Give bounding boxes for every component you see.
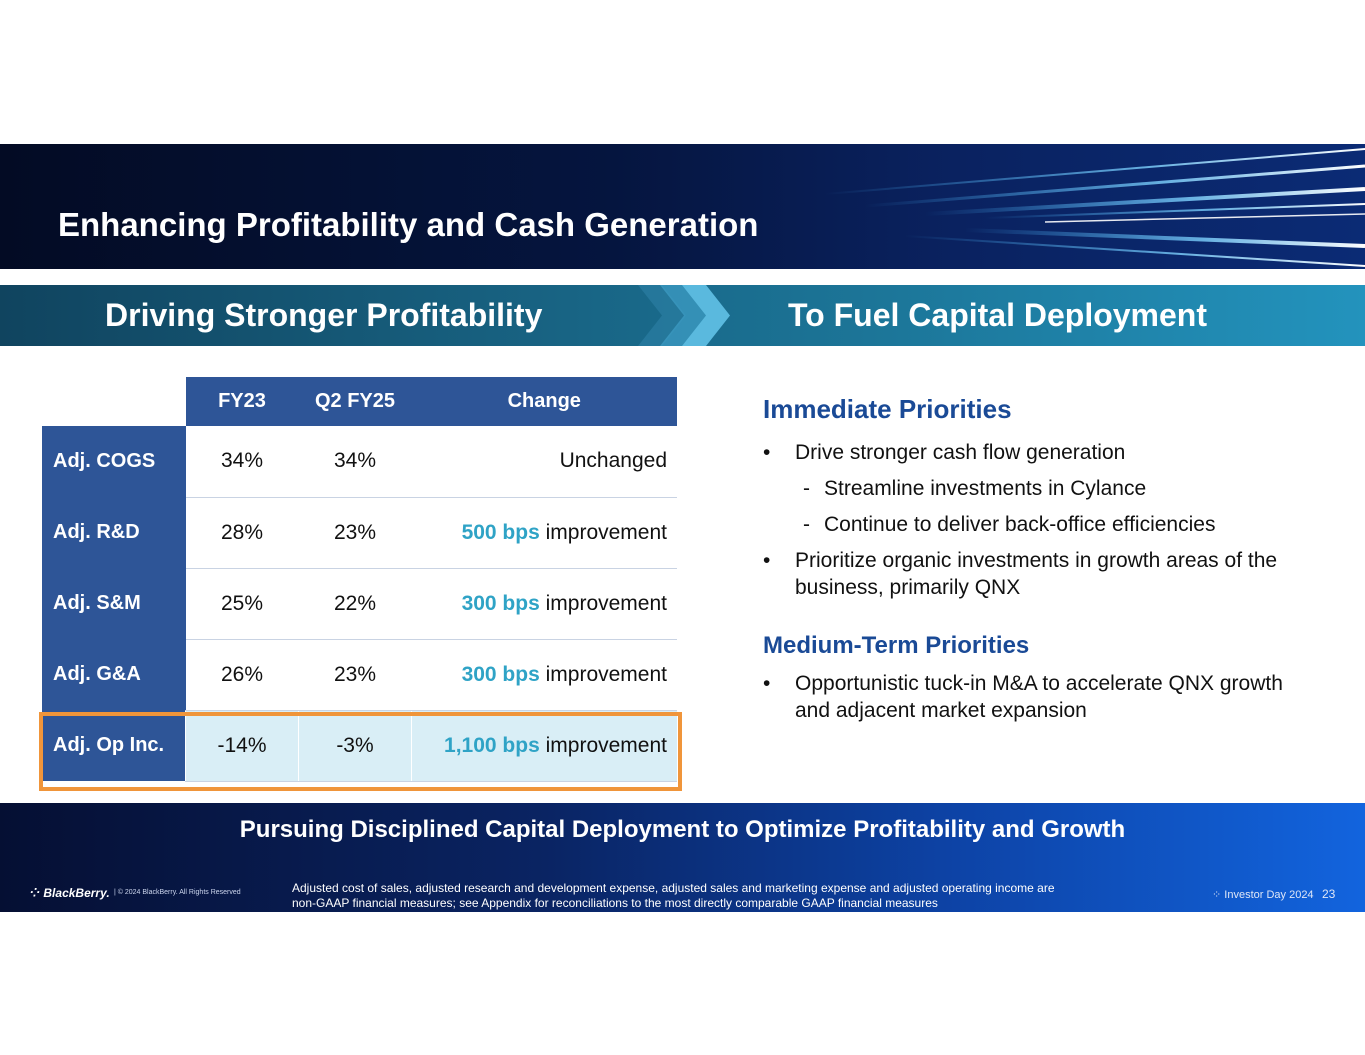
q2fy25-value: 22% [298, 568, 412, 640]
bottom-banner: Pursuing Disciplined Capital Deployment … [0, 803, 1365, 912]
table-row: Adj. R&D 28% 23% 500 bps improvement [42, 497, 677, 569]
fy23-value: 28% [185, 497, 299, 569]
q2fy25-value: -3% [298, 710, 412, 782]
change-bps: 300 bps [461, 662, 540, 686]
page-number: 23 [1322, 887, 1336, 901]
table-row: Adj. S&M 25% 22% 300 bps improvement [42, 568, 677, 640]
change-bps: 500 bps [461, 520, 540, 544]
section-bar: Driving Stronger Profitability To Fuel C… [0, 285, 1365, 346]
blackberry-small-icon: ⁘ [1212, 889, 1225, 901]
fy23-value: 26% [185, 639, 299, 711]
blackberry-logo: ⁘ BlackBerry. [30, 886, 110, 900]
slide: Enhancing Profitability and Cash Generat… [0, 144, 1365, 912]
row-label: Adj. R&D [42, 497, 186, 568]
table-row-highlighted: Adj. Op Inc. -14% -3% 1,100 bps improvem… [42, 710, 677, 782]
change-text: improvement [539, 733, 667, 757]
section-right-heading: To Fuel Capital Deployment [788, 297, 1207, 333]
list-item: Continue to deliver back-office efficien… [763, 511, 1323, 538]
change-value: 300 bps improvement [411, 568, 677, 640]
section-left-heading: Driving Stronger Profitability [105, 297, 543, 333]
row-label: Adj. S&M [42, 568, 186, 639]
event-text: Investor Day 2024 [1224, 889, 1314, 901]
light-streaks-graphic [824, 148, 1365, 267]
table-row: Adj. COGS 34% 34% Unchanged [42, 426, 677, 498]
slide-title: Enhancing Profitability and Cash Generat… [58, 206, 759, 243]
immediate-priorities-list: Drive stronger cash flow generation Stre… [763, 439, 1323, 601]
logo-text: BlackBerry. [43, 886, 110, 900]
fy23-value: 25% [185, 568, 299, 640]
fy23-value: 34% [185, 426, 299, 498]
table-header-q2fy25: Q2 FY25 [298, 377, 412, 426]
q2fy25-value: 23% [298, 639, 412, 711]
fy23-value: -14% [185, 710, 299, 782]
table-header-row: FY23 Q2 FY25 Change [42, 377, 677, 426]
copyright-text: | © 2024 BlackBerry. All Rights Reserved [114, 889, 241, 896]
footnote: Adjusted cost of sales, adjusted researc… [292, 881, 1055, 910]
list-item: Prioritize organic investments in growth… [763, 547, 1323, 601]
list-item: Streamline investments in Cylance [763, 475, 1323, 502]
change-value: Unchanged [411, 426, 677, 498]
event-label: ⁘ Investor Day 2024 [1212, 888, 1314, 901]
row-label: Adj. Op Inc. [42, 710, 186, 781]
table-header-blank [42, 377, 186, 426]
change-bps: 1,100 bps [444, 733, 540, 757]
row-label: Adj. G&A [42, 639, 186, 710]
q2fy25-value: 34% [298, 426, 412, 498]
title-banner: Enhancing Profitability and Cash Generat… [0, 144, 1365, 269]
priorities-panel: Immediate Priorities Drive stronger cash… [763, 394, 1323, 724]
change-text: Unchanged [559, 449, 667, 473]
list-item: Drive stronger cash flow generation [763, 439, 1323, 466]
row-label: Adj. COGS [42, 426, 186, 497]
bottom-tagline: Pursuing Disciplined Capital Deployment … [239, 816, 1126, 843]
q2fy25-value: 23% [298, 497, 412, 569]
change-text: improvement [539, 520, 667, 544]
medium-term-priorities-heading: Medium-Term Priorities [763, 632, 1030, 659]
blackberry-logo-icon: ⁘ [30, 886, 44, 900]
profitability-table: FY23 Q2 FY25 Change Adj. COGS 34% 34% Un… [42, 377, 677, 782]
change-text: improvement [539, 591, 667, 615]
table-header-fy23: FY23 [185, 377, 299, 426]
chevron-arrows-icon [638, 285, 730, 346]
change-value: 300 bps improvement [411, 639, 677, 711]
change-value: 1,100 bps improvement [411, 710, 677, 782]
change-text: improvement [539, 662, 667, 686]
change-bps: 300 bps [461, 591, 540, 615]
list-item: Opportunistic tuck-in M&A to accelerate … [763, 670, 1323, 724]
medium-term-priorities-list: Opportunistic tuck-in M&A to accelerate … [763, 670, 1323, 724]
table-row: Adj. G&A 26% 23% 300 bps improvement [42, 639, 677, 711]
change-value: 500 bps improvement [411, 497, 677, 569]
immediate-priorities-heading: Immediate Priorities [763, 394, 1012, 424]
table-header-change: Change [411, 377, 677, 426]
